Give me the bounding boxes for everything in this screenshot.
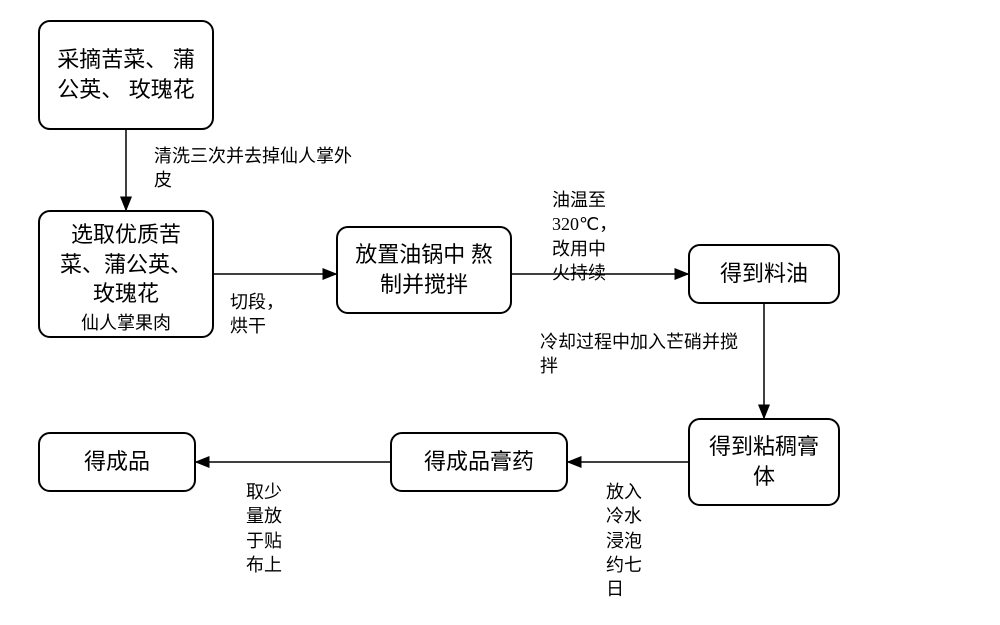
edge-label-cut: 切段， 烘干 [230,290,284,339]
node-select: 选取优质苦 菜、蒲公英、 玫瑰花 仙人掌果肉 [38,210,214,338]
node-plaster: 得成品膏药 [390,432,568,492]
edge-label-heat: 油温至 320℃， 改用中 火持续 [552,188,617,285]
node-pick: 采摘苦菜、 蒲公英、 玫瑰花 [38,20,214,130]
edge-label-apply: 取少 量放 于贴 布上 [246,480,282,577]
node-subtext: 仙人掌果肉 [81,311,171,335]
node-final: 得成品 [38,432,196,492]
node-oil: 得到料油 [688,244,840,304]
node-text: 选取优质苦 菜、蒲公英、 玫瑰花 [50,220,202,309]
node-text: 得成品 [84,447,150,477]
node-text: 得到料油 [720,259,808,289]
node-text: 放置油锅中 熬制并搅拌 [352,240,496,299]
node-text: 得到粘稠膏 体 [704,432,824,491]
edge-label-wash: 清洗三次并去掉仙人掌外 皮 [154,144,352,193]
node-paste: 得到粘稠膏 体 [688,418,840,506]
node-fry: 放置油锅中 熬制并搅拌 [336,226,512,314]
node-text: 得成品膏药 [424,447,534,477]
edge-label-cool: 冷却过程中加入芒硝并搅 拌 [540,330,738,379]
node-text: 采摘苦菜、 蒲公英、 玫瑰花 [54,45,198,104]
edge-label-soak: 放入 冷水 浸泡 约七 日 [606,480,642,601]
